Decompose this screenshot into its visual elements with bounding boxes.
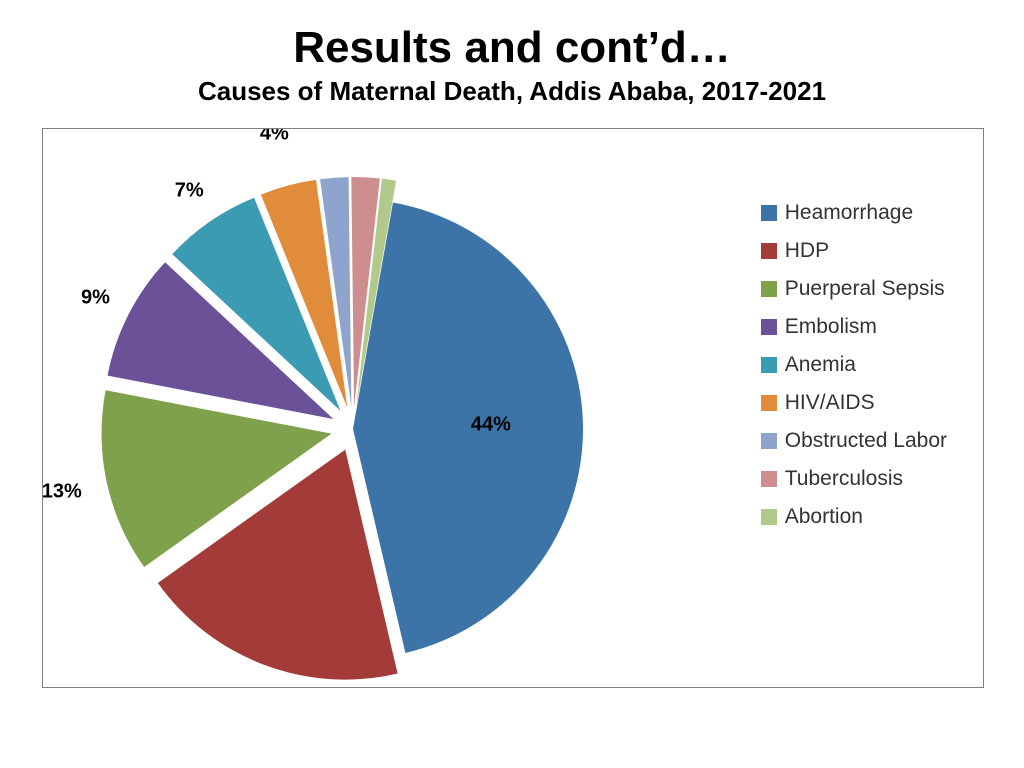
- legend-label: HIV/AIDS: [785, 391, 875, 415]
- slide-title: Results and cont’d…: [0, 0, 1024, 72]
- pie-slice-label: 7%: [175, 179, 204, 201]
- slide-subtitle: Causes of Maternal Death, Addis Ababa, 2…: [0, 76, 1024, 107]
- slide: Results and cont’d… Causes of Maternal D…: [0, 0, 1024, 768]
- legend-swatch: [761, 471, 777, 487]
- legend-item: HIV/AIDS: [761, 391, 947, 415]
- pie-slice-label: 13%: [43, 481, 82, 503]
- legend-swatch: [761, 433, 777, 449]
- legend-label: Obstructed Labor: [785, 429, 947, 453]
- legend-item: Obstructed Labor: [761, 429, 947, 453]
- legend-swatch: [761, 357, 777, 373]
- legend-label: Puerperal Sepsis: [785, 277, 945, 301]
- legend-swatch: [761, 319, 777, 335]
- pie-slice-label: 4%: [260, 129, 289, 145]
- legend-swatch: [761, 205, 777, 221]
- legend-label: HDP: [785, 239, 829, 263]
- legend-swatch: [761, 509, 777, 525]
- legend-swatch: [761, 281, 777, 297]
- legend-item: HDP: [761, 239, 947, 263]
- legend-item: Heamorrhage: [761, 201, 947, 225]
- legend-label: Heamorrhage: [785, 201, 913, 225]
- legend-label: Tuberculosis: [785, 467, 903, 491]
- legend-item: Anemia: [761, 353, 947, 377]
- legend-item: Tuberculosis: [761, 467, 947, 491]
- chart-legend: Heamorrhage HDP Puerperal Sepsis Embolism An…: [761, 201, 947, 543]
- pie-slice: [353, 202, 583, 652]
- legend-label: Anemia: [785, 353, 856, 377]
- legend-swatch: [761, 243, 777, 259]
- legend-item: Embolism: [761, 315, 947, 339]
- legend-item: Abortion: [761, 505, 947, 529]
- legend-label: Embolism: [785, 315, 877, 339]
- legend-item: Puerperal Sepsis: [761, 277, 947, 301]
- pie-slice-label: 9%: [81, 286, 110, 308]
- legend-label: Abortion: [785, 505, 863, 529]
- chart-frame: 44%19%13%9%7%4%2%2%1% HeamorrhageHDPPuer…: [42, 128, 984, 688]
- pie-slice-label: 44%: [471, 413, 511, 435]
- legend-swatch: [761, 395, 777, 411]
